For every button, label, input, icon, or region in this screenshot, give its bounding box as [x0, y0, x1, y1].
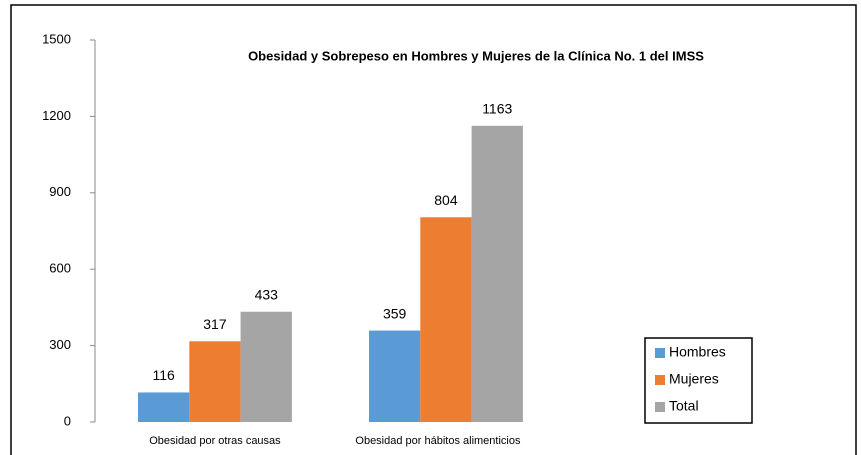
y-tick-label: 1500	[42, 31, 71, 46]
legend-swatch	[655, 375, 665, 385]
data-label: 359	[383, 305, 407, 321]
x-tick-label: Obesidad por otras causas	[149, 435, 281, 447]
legend-label: Mujeres	[669, 371, 719, 387]
x-tick-label: Obesidad por hábitos alimenticios	[355, 435, 521, 447]
y-tick-label: 600	[49, 261, 71, 276]
data-label: 804	[434, 192, 458, 208]
bar	[240, 311, 292, 422]
legend-swatch	[655, 402, 665, 412]
bar	[471, 125, 523, 423]
legend-label: Hombres	[669, 344, 726, 360]
y-tick-label: 1200	[42, 108, 71, 123]
legend-label: Total	[669, 398, 699, 414]
data-label: 116	[152, 367, 175, 383]
bar	[138, 392, 190, 422]
bar	[420, 217, 472, 422]
legend-swatch	[655, 348, 665, 358]
y-tick-label: 900	[49, 184, 71, 199]
data-label: 433	[255, 286, 279, 302]
bar	[189, 341, 241, 422]
chart-frame	[10, 4, 857, 455]
bar	[369, 330, 421, 422]
chart-title: Obesidad y Sobrepeso en Hombres y Mujere…	[248, 48, 704, 63]
data-label: 317	[203, 316, 227, 332]
data-label: 1163	[482, 101, 512, 117]
y-tick-label: 300	[49, 337, 71, 352]
y-tick-label: 0	[64, 413, 71, 428]
